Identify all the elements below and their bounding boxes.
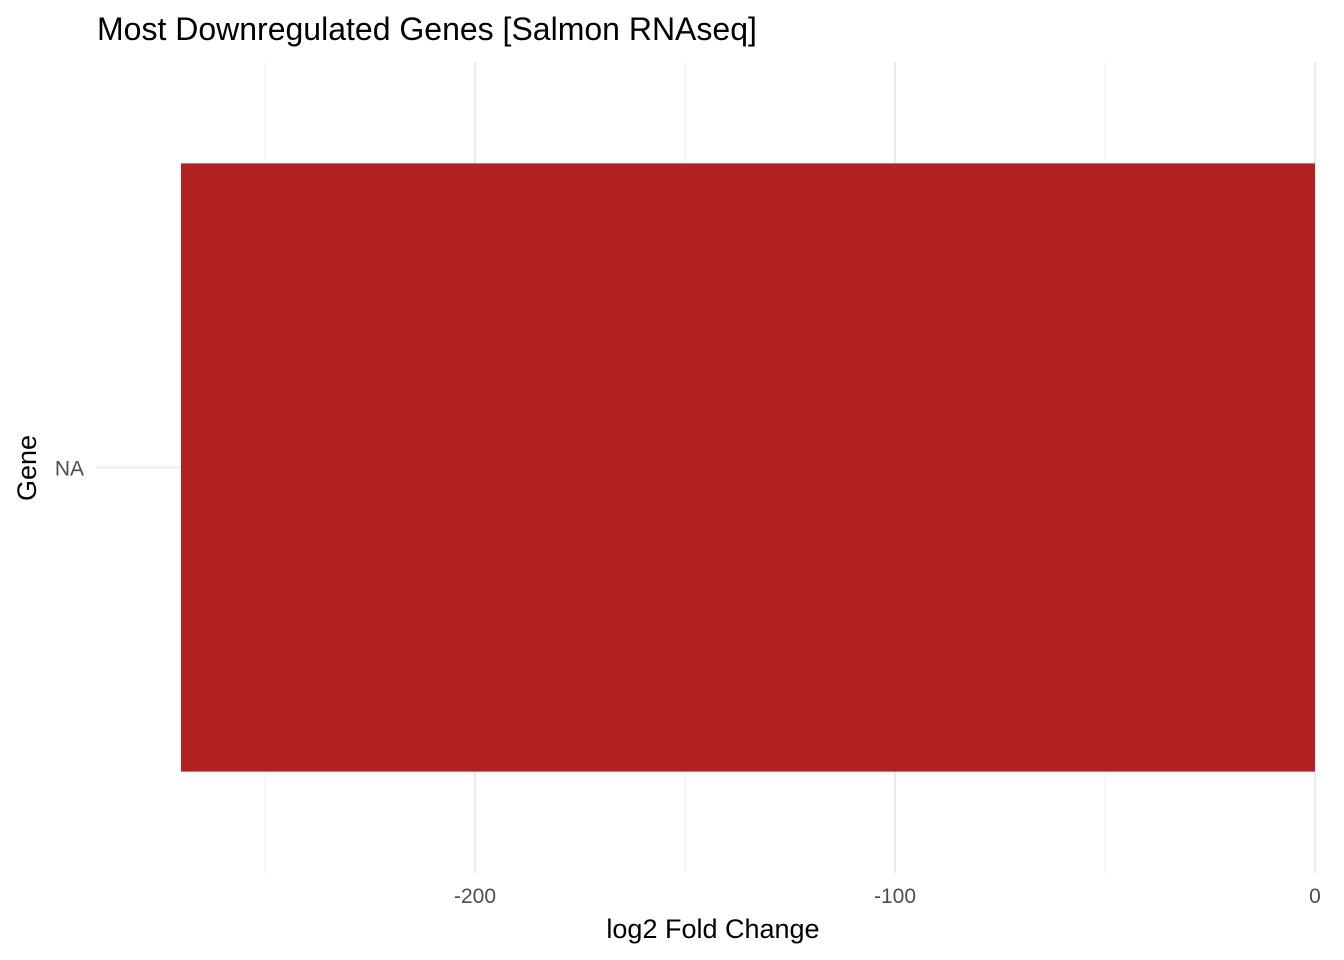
y-axis-tick-labels: NA	[55, 458, 84, 481]
bar	[181, 163, 1315, 772]
x-tick-label: -100	[874, 885, 916, 908]
bars	[181, 163, 1315, 772]
x-tick-label: -200	[454, 885, 496, 908]
x-axis-title: log2 Fold Change	[606, 914, 819, 944]
y-tick-label: NA	[55, 458, 84, 481]
x-tick-label: 0	[1309, 885, 1321, 908]
chart-title: Most Downregulated Genes [Salmon RNAseq]	[97, 11, 757, 47]
y-axis-title: Gene	[12, 435, 42, 501]
x-axis-tick-labels: -200 -100 0	[454, 885, 1321, 908]
